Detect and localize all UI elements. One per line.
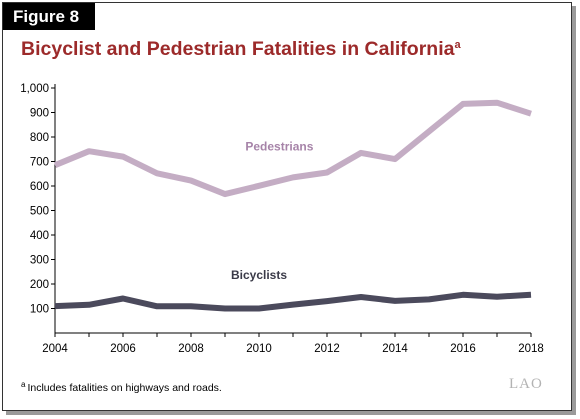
x-tick-label: 2016 (450, 343, 476, 355)
footnote-text: Includes fatalities on highways and road… (27, 382, 222, 394)
series-group (53, 99, 532, 312)
y-tick-label: 800 (30, 132, 49, 144)
footnote-mark: a (21, 380, 26, 389)
y-tick-label: 1,000 (20, 83, 49, 95)
y-tick-label: 700 (30, 157, 49, 169)
lao-logo: LAO (509, 376, 543, 392)
x-tick-label: 2010 (246, 343, 272, 355)
x-tick-label: 2012 (314, 343, 340, 355)
series-labels: Pedestrians Bicyclists (231, 139, 314, 282)
y-tick-label: 500 (30, 206, 49, 218)
figure-frame: Figure 8 Bicyclist and Pedestrian Fatali… (2, 2, 572, 411)
x-tick-label: 2006 (110, 343, 136, 355)
x-tick-label: 2004 (42, 343, 68, 355)
y-axis: 100 200 300 400 500 600 700 800 900 1,000 (20, 83, 56, 333)
y-tick-label: 300 (30, 255, 49, 267)
y-tick-label: 100 (30, 304, 49, 316)
x-tick-label: 2008 (178, 343, 204, 355)
chart-title: Bicyclist and Pedestrian Fatalities in C… (21, 38, 461, 61)
y-tick-label: 900 (30, 108, 49, 120)
figure-label: Figure 8 (3, 3, 95, 30)
y-tick-label: 400 (30, 230, 49, 242)
series-line-pedestrians (53, 99, 532, 198)
title-footnote-mark: a (454, 39, 461, 51)
series-label-pedestrians: Pedestrians (245, 139, 313, 153)
y-tick-label: 200 (30, 279, 49, 291)
chart-title-text: Bicyclist and Pedestrian Fatalities in C… (21, 38, 455, 60)
series-line-bicyclists (54, 291, 532, 312)
y-tick-label: 600 (30, 181, 49, 193)
x-axis: 2004 2006 2008 2010 2012 2014 2016 2018 (42, 332, 544, 355)
x-tick-label: 2014 (382, 343, 408, 355)
x-tick-label: 2018 (518, 343, 544, 355)
footnote: a Includes fatalities on highways and roa… (21, 380, 222, 394)
series-label-bicyclists: Bicyclists (231, 268, 287, 282)
